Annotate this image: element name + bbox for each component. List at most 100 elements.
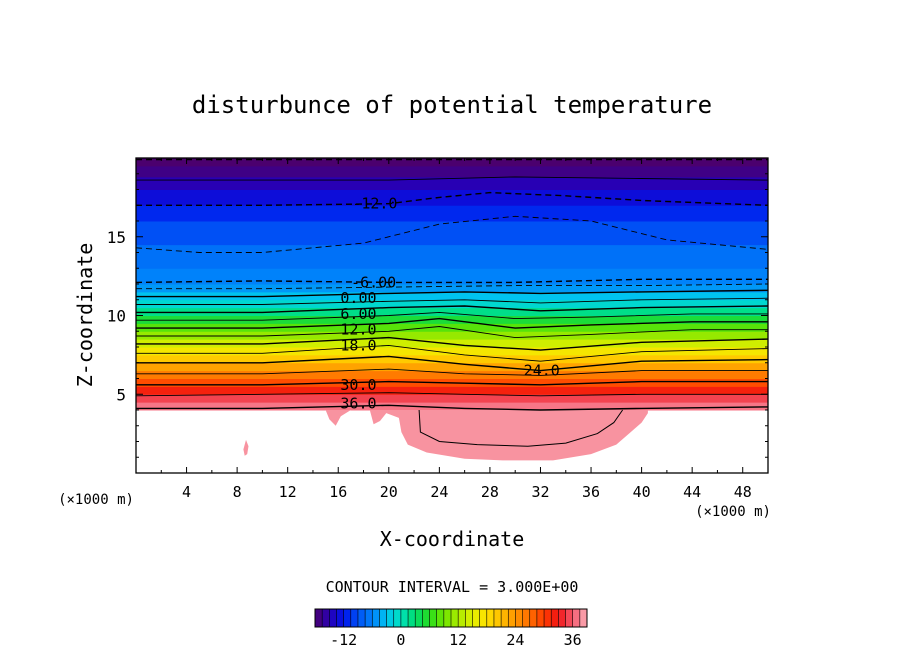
colorbar-segment	[408, 609, 416, 627]
contour-interval-note: CONTOUR INTERVAL = 3.000E+00	[326, 578, 579, 596]
contour-label-4: 12.0	[340, 321, 376, 339]
contour-line-6	[136, 336, 768, 351]
colorbar-segment	[508, 609, 516, 627]
contour-line-13	[136, 283, 768, 290]
colorbar-segment	[472, 609, 481, 627]
colorbar-segment	[322, 609, 330, 627]
colorbar-tick-label-3: 24	[506, 631, 524, 649]
contour-line-16	[136, 191, 768, 206]
y-tick-label-1: 10	[107, 307, 126, 326]
field-band-1	[136, 402, 768, 411]
y-axis-label: Z-coordinate	[73, 243, 97, 388]
colorbar-segment	[451, 609, 459, 627]
contour-line-2	[136, 380, 768, 386]
colorbar-segment	[393, 609, 402, 627]
field-band-10	[136, 331, 768, 340]
field-band-2	[136, 394, 768, 403]
contour-line-4	[136, 355, 768, 372]
field-band-7	[136, 354, 768, 364]
field-band-23	[136, 165, 768, 178]
contour-line-17	[136, 176, 768, 181]
colorbar-segment	[536, 609, 545, 627]
contour-label-8: 36.0	[340, 395, 376, 413]
colorbar-segment	[357, 609, 366, 627]
contour-line-0	[136, 404, 768, 411]
colorbar-segment	[558, 609, 566, 627]
x-tick-label-6: 28	[481, 483, 499, 501]
lower-heated-region	[325, 410, 648, 461]
contour-label-0: -12.0	[352, 195, 397, 213]
contour-line-5	[136, 344, 768, 362]
colorbar-tick-label-2: 12	[449, 631, 467, 649]
x-unit-right: (×1000 m)	[695, 504, 771, 520]
colorbar-segment	[572, 609, 581, 627]
field-band-15	[136, 291, 768, 301]
colorbar-segment	[400, 609, 409, 627]
x-tick-label-8: 36	[582, 483, 600, 501]
contour-line-10	[136, 305, 768, 314]
contour-line-15	[136, 215, 768, 253]
field-band-21	[136, 189, 768, 206]
colorbar-segment	[336, 609, 345, 627]
colorbar-segment	[379, 609, 387, 627]
x-tick-label-7: 32	[531, 483, 549, 501]
colorbar-segment	[415, 609, 423, 627]
x-tick-label-10: 44	[683, 483, 701, 501]
field-band-16	[136, 284, 768, 293]
x-tick-label-11: 48	[734, 483, 752, 501]
colorbar-segment	[544, 609, 552, 627]
colorbar-tick-label-4: 36	[564, 631, 582, 649]
field-band-5	[136, 370, 768, 379]
contour-line-9	[136, 311, 768, 321]
inner-contour-line	[418, 409, 624, 447]
contour-label-2: 0.00	[340, 289, 376, 307]
colorbar-segment	[465, 609, 473, 627]
colorbar-segment	[350, 609, 359, 627]
colorbar-segment	[386, 609, 395, 627]
y-tick-label-2: 15	[107, 228, 126, 247]
contour-line-3	[136, 368, 768, 376]
field-band-24	[136, 158, 768, 167]
field-band-19	[136, 221, 768, 246]
colorbar-segment	[529, 609, 538, 627]
colorbar-tick-label-1: 0	[396, 631, 405, 649]
colorbar-segment	[365, 609, 373, 627]
colorbar-segment	[315, 609, 323, 627]
colorbar	[314, 608, 588, 628]
y-axis-ticks: 5 10 15	[107, 173, 768, 458]
x-tick-label-9: 40	[633, 483, 651, 501]
x-axis-ticks: 4 8 12 16 20 24 28 32 36 40 44 48	[160, 158, 752, 501]
x-tick-label-0: 4	[182, 483, 191, 501]
field-band-14	[136, 299, 768, 309]
colorbar-segment	[436, 609, 445, 627]
colorbar-segment	[522, 609, 531, 627]
colorbar-ticks: -12 0 12 24 36	[330, 631, 582, 649]
contour-label-7: 30.0	[340, 376, 376, 394]
field-band-9	[136, 339, 768, 348]
contour-label-1: -6.00	[351, 273, 396, 291]
contour-lines	[136, 158, 768, 447]
field-band-8	[136, 347, 768, 356]
contour-line-12	[136, 289, 768, 298]
chart-title: disturbunce of potential temperature	[192, 91, 712, 119]
x-unit-left: (×1000 m)	[58, 492, 134, 508]
colorbar-segment	[493, 609, 502, 627]
contour-line-7	[136, 326, 768, 339]
x-tick-label-4: 20	[380, 483, 398, 501]
contour-field	[136, 158, 768, 461]
colorbar-segment	[429, 609, 438, 627]
x-axis-label: X-coordinate	[380, 527, 525, 551]
field-band-6	[136, 362, 768, 372]
contour-line-8	[136, 317, 768, 329]
colorbar-segment	[329, 609, 337, 627]
colorbar-segment	[486, 609, 495, 627]
colorbar-segment	[479, 609, 488, 627]
contour-label-6: 24.0	[524, 362, 560, 380]
colorbar-segment	[565, 609, 574, 627]
colorbar-segment	[551, 609, 559, 627]
colorbar-segment	[501, 609, 509, 627]
contour-label-5: 18.0	[340, 336, 376, 354]
colorbar-segment	[458, 609, 466, 627]
colorbar-segment	[422, 609, 430, 627]
